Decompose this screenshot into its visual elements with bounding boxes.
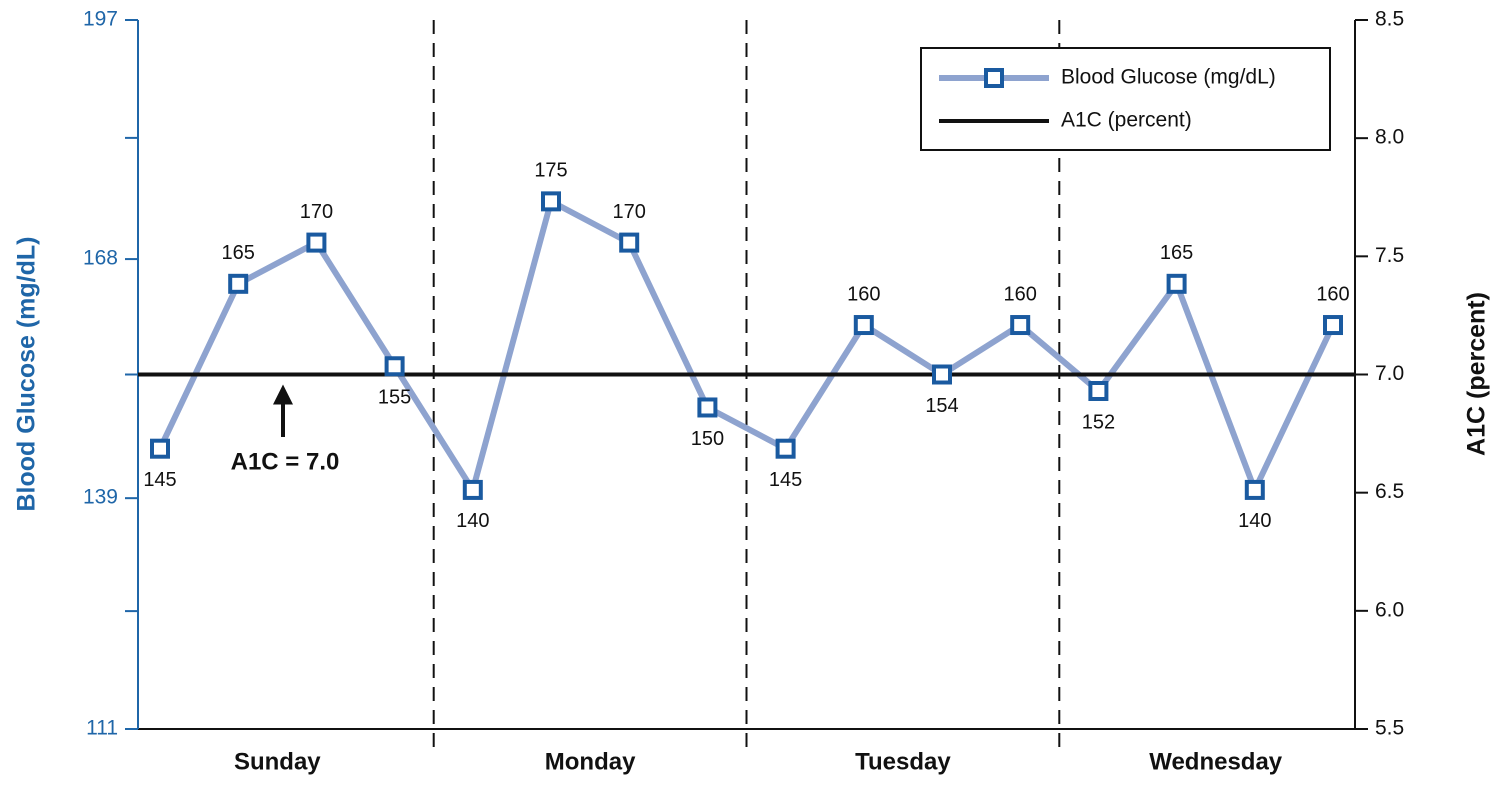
point-label: 154 [925, 395, 958, 417]
legend-label: A1C (percent) [1061, 109, 1192, 132]
marker [697, 397, 718, 418]
y-tick-label: 197 [83, 8, 118, 31]
y2-tick-label: 7.0 [1375, 362, 1404, 385]
point-label: 165 [222, 242, 255, 264]
marker [228, 273, 249, 294]
marker [462, 479, 483, 500]
y2-tick-label: 7.5 [1375, 244, 1404, 267]
point-label: 145 [769, 469, 802, 491]
y2-axis-title: A1C (percent) [1463, 292, 1491, 456]
legend-label: Blood Glucose (mg/dL) [1061, 66, 1276, 89]
x-tick-label: Wednesday [1149, 748, 1283, 775]
y-tick-label: 168 [83, 247, 118, 270]
marker [932, 364, 952, 385]
point-label: 155 [378, 387, 411, 409]
marker [541, 191, 561, 212]
y2-tick-label: 6.5 [1375, 480, 1404, 503]
y2-tick-label: 8.0 [1375, 126, 1404, 149]
point-label: 140 [1238, 510, 1271, 532]
point-label: 140 [456, 510, 489, 532]
point-label: 160 [847, 283, 880, 305]
marker [853, 315, 874, 336]
marker [1010, 315, 1031, 336]
x-tick-label: Monday [545, 748, 636, 775]
marker [384, 356, 405, 377]
point-label: 175 [534, 160, 567, 182]
x-tick-label: Sunday [234, 748, 321, 775]
point-label: 152 [1082, 411, 1115, 433]
y-tick-label: 111 [86, 717, 118, 740]
annotation: A1C = 7.0 [231, 448, 340, 475]
annotation-arrowhead [273, 384, 293, 405]
glucose-line [157, 198, 1336, 493]
point-label: 165 [1160, 242, 1193, 264]
point-label: 170 [613, 201, 646, 223]
y-axis-title: Blood Glucose (mg/dL) [13, 237, 41, 512]
y-tick-label: 139 [83, 486, 118, 509]
marker [306, 232, 327, 253]
point-label: 150 [691, 428, 724, 450]
marker [619, 232, 640, 253]
point-label: 160 [1004, 283, 1037, 305]
legend-marker [984, 68, 1004, 88]
point-label: 145 [143, 469, 176, 491]
marker [1166, 273, 1187, 294]
x-tick-label: Tuesday [855, 748, 951, 775]
marker [1323, 315, 1343, 336]
marker [1088, 380, 1109, 401]
y2-tick-label: 6.0 [1375, 598, 1404, 621]
point-label: 170 [300, 201, 333, 223]
y2-tick-label: 5.5 [1375, 717, 1404, 740]
point-label: 160 [1316, 283, 1349, 305]
y2-tick-label: 8.5 [1375, 8, 1404, 31]
marker [150, 438, 170, 459]
legend-box [920, 47, 1331, 151]
marker [1244, 479, 1265, 500]
marker [775, 438, 796, 459]
